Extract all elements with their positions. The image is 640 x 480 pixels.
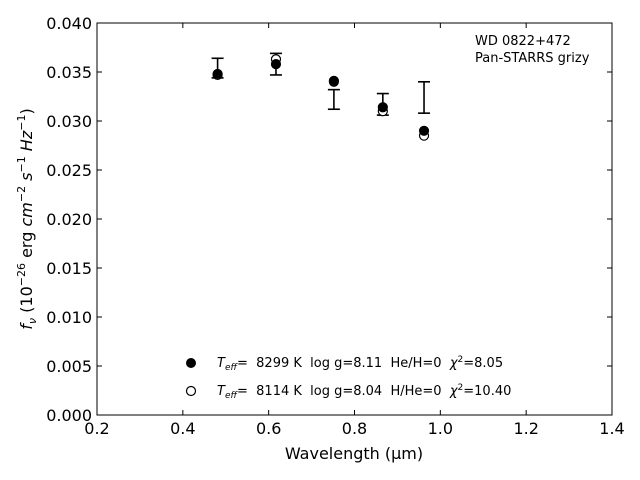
model-point-filled [212,68,223,80]
legend: Teff= 8299 K log g=8.11 He/H=0 χ2=8.05 T… [185,355,511,401]
x-axis-label: Wavelength (μm) [285,444,423,463]
annotation-object: WD 0822+472 [475,34,571,49]
y-tick-label: 0.020 [46,210,92,229]
x-tick-label: 1.4 [599,419,624,438]
y-tick-label: 0.010 [46,308,92,327]
legend-marker-open [185,385,197,397]
y-axis-label: fν (10−26 erg cm−2 s−1 Hz−1) [15,108,39,329]
legend-marker-filled [186,358,196,368]
y-tick-label: 0.025 [46,161,92,180]
data-points [212,54,430,141]
annotation-survey: Pan-STARRS grizy [475,51,590,66]
y-tick-label: 0.035 [46,63,92,82]
y-tick-label: 0.040 [46,14,92,33]
y-tick-label: 0.015 [46,259,92,278]
model-point-filled [418,125,430,136]
x-tick-label: 1.2 [513,419,538,438]
model-point-filled [328,75,339,86]
x-tick-label: 0.2 [84,419,109,438]
x-tick-label: 1.0 [428,419,453,438]
x-tick-label: 0.6 [256,419,281,438]
y-tick-label: 0.030 [46,112,92,131]
model-point-filled [377,102,388,113]
x-tick-label: 0.8 [342,419,367,438]
legend-entry-2: Teff= 8114 K log g=8.04 H/He=0 χ2=10.40 [217,383,511,401]
ticks: 0.2 0.4 0.6 0.8 1.0 1.2 1.4 0.000 0.005 0.010 0.01… [46,14,625,438]
y-tick-label: 0.005 [46,357,92,376]
legend-entry-1: Teff= 8299 K log g=8.11 He/H=0 χ2=8.05 [217,355,503,373]
model-point-filled [270,59,282,70]
x-tick-label: 0.4 [170,419,195,438]
y-tick-label: 0.000 [46,406,92,425]
error-bars [211,52,431,116]
